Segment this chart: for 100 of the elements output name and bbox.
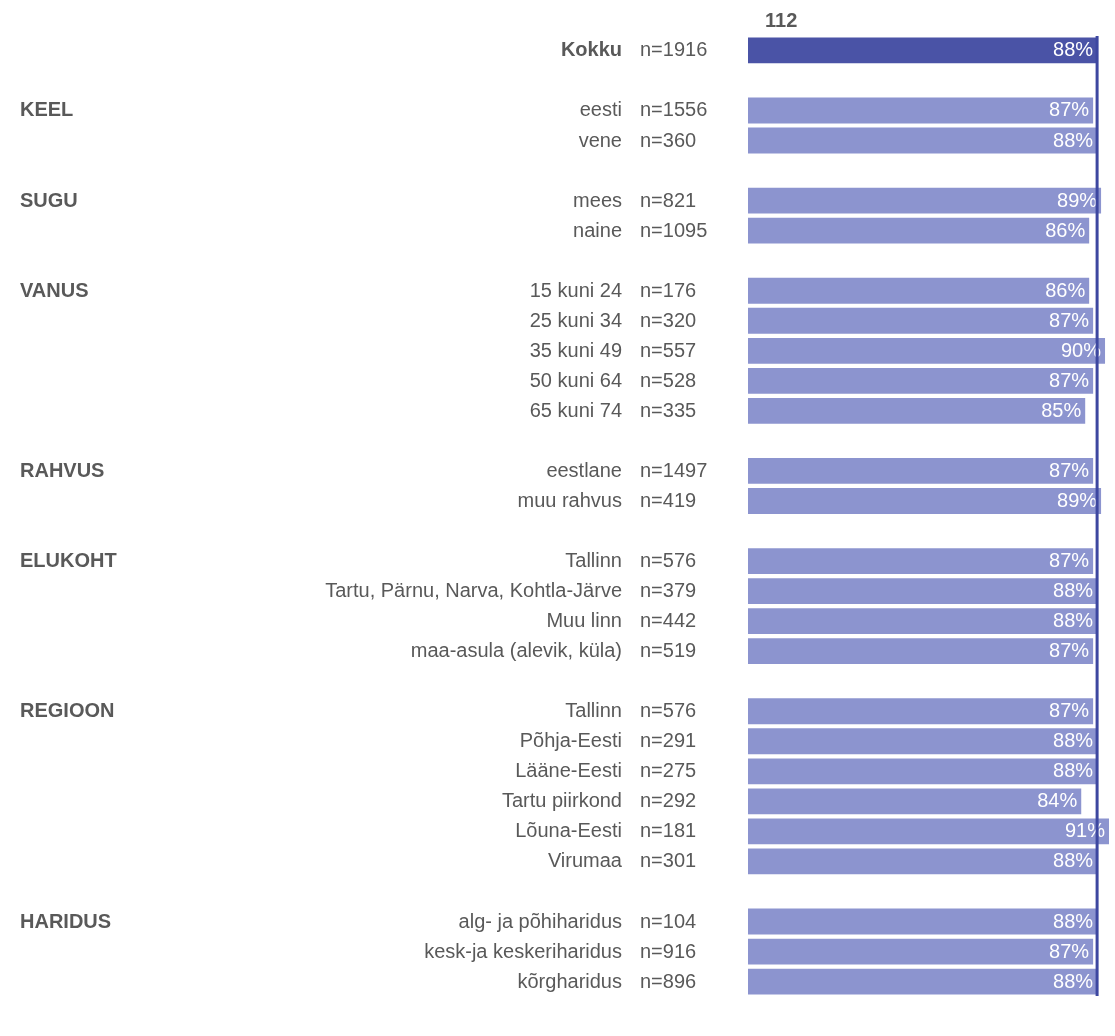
data-label: 84%: [1037, 789, 1078, 812]
bar: [748, 187, 1102, 214]
y-tick-label: Tartu piirkond: [501, 789, 622, 812]
y-tick-label: Tallinn: [565, 549, 622, 572]
y2-tick-label: n=576: [640, 699, 697, 722]
y-tick-label: Lõuna-Eesti: [515, 819, 622, 842]
y2-tick-label: n=557: [640, 338, 697, 361]
data-label: 89%: [1057, 488, 1098, 511]
y2-tick-label: n=104: [640, 909, 697, 932]
y-tick-label: vene: [578, 128, 622, 151]
data-label: 88%: [1053, 729, 1094, 752]
bar: [748, 217, 1090, 244]
y2-tick-label: n=320: [640, 308, 697, 331]
bar: [748, 908, 1098, 935]
y-tick-label: Tallinn: [565, 699, 622, 722]
y2-tick-label: n=419: [640, 488, 697, 511]
bar: [748, 758, 1098, 785]
text: ELUKOHT: [20, 549, 117, 572]
data-label: 88%: [1053, 909, 1094, 932]
bar: [748, 488, 1102, 514]
bar: [748, 968, 1098, 995]
y2-tick-label: n=292: [640, 789, 697, 812]
text: KEEL: [20, 98, 74, 121]
data-label: 88%: [1053, 38, 1094, 61]
text: REGIOON: [20, 699, 115, 722]
data-label: 86%: [1045, 218, 1086, 241]
y2-tick-label: n=1095: [640, 218, 708, 241]
bar: [748, 337, 1106, 364]
y-tick-label: kesk-ja keskeriharidus: [424, 939, 622, 962]
y-tick-label: Muu linn: [546, 609, 622, 632]
y-tick-label: naine: [573, 218, 622, 241]
data-label: 88%: [1053, 609, 1094, 632]
y-tick-label: 15 kuni 24: [529, 278, 622, 301]
bar: [748, 698, 1094, 725]
bar: [748, 848, 1098, 875]
y-tick-label: Kokku: [560, 38, 622, 61]
y-tick-label: mees: [573, 188, 622, 211]
data-label: 87%: [1049, 549, 1090, 572]
text: SUGU: [20, 188, 78, 211]
data-label: 87%: [1049, 368, 1090, 391]
bar: [748, 397, 1086, 424]
bar: [748, 367, 1094, 394]
y2-tick-label: n=576: [640, 549, 697, 572]
bar: [748, 578, 1098, 605]
y2-tick-label: n=916: [640, 939, 697, 962]
data-label: 88%: [1053, 579, 1094, 602]
y2-tick-label: n=528: [640, 368, 697, 391]
bar: [748, 638, 1094, 665]
bar: [748, 37, 1098, 64]
bar: [748, 97, 1094, 124]
y2-tick-label: n=519: [640, 639, 697, 662]
bar: [748, 728, 1098, 755]
data-label: 89%: [1057, 188, 1098, 211]
data-label: 87%: [1049, 639, 1090, 662]
y-tick-label: 25 kuni 34: [529, 308, 622, 331]
y2-tick-label: n=181: [640, 819, 697, 842]
y2-tick-label: n=291: [640, 729, 697, 752]
y-tick-label: kõrgharidus: [517, 969, 622, 992]
y2-tick-label: n=335: [640, 398, 697, 421]
bar: [748, 127, 1098, 154]
data-label: 87%: [1049, 458, 1090, 481]
bar: [748, 788, 1082, 815]
bar: [748, 548, 1094, 574]
data-label: 88%: [1053, 849, 1094, 872]
y-tick-label: eestlane: [546, 458, 622, 481]
y2-tick-label: n=442: [640, 609, 697, 632]
bar: [748, 307, 1094, 334]
bar: [748, 938, 1094, 965]
data-label: 88%: [1053, 128, 1094, 151]
y2-tick-label: n=176: [640, 278, 697, 301]
y2-tick-label: n=301: [640, 849, 697, 872]
y-tick-label: Lääne-Eesti: [515, 759, 622, 782]
chart-title: 112: [765, 8, 798, 31]
y2-tick-label: n=1916: [640, 38, 708, 61]
y2-tick-label: n=379: [640, 579, 697, 602]
y2-tick-label: n=1556: [640, 98, 708, 121]
text: HARIDUS: [20, 909, 112, 932]
bar: [748, 277, 1090, 304]
y-tick-label: Virumaa: [547, 849, 623, 872]
y2-tick-label: n=1497: [640, 458, 708, 481]
bar: [748, 458, 1094, 484]
data-label: 87%: [1049, 699, 1090, 722]
y-tick-label: maa-asula (alevik, küla): [410, 639, 622, 662]
y-tick-label: 65 kuni 74: [529, 398, 622, 421]
text: RAHVUS: [20, 458, 105, 481]
data-label: 88%: [1053, 969, 1094, 992]
y-tick-label: 35 kuni 49: [529, 338, 622, 361]
y2-tick-label: n=360: [640, 128, 697, 151]
y2-tick-label: n=275: [640, 759, 697, 782]
y-tick-label: Tartu, Pärnu, Narva, Kohtla-Järve: [325, 579, 622, 602]
data-label: 87%: [1049, 939, 1090, 962]
y-tick-label: 50 kuni 64: [529, 368, 622, 391]
data-label: 86%: [1045, 278, 1086, 301]
data-label: 87%: [1049, 98, 1090, 121]
bar: [748, 818, 1109, 845]
y-tick-label: muu rahvus: [517, 488, 622, 511]
y2-tick-label: n=896: [640, 969, 697, 992]
y-tick-label: eesti: [579, 98, 622, 121]
bar: [748, 608, 1098, 635]
y-tick-label: alg- ja põhiharidus: [458, 909, 622, 932]
